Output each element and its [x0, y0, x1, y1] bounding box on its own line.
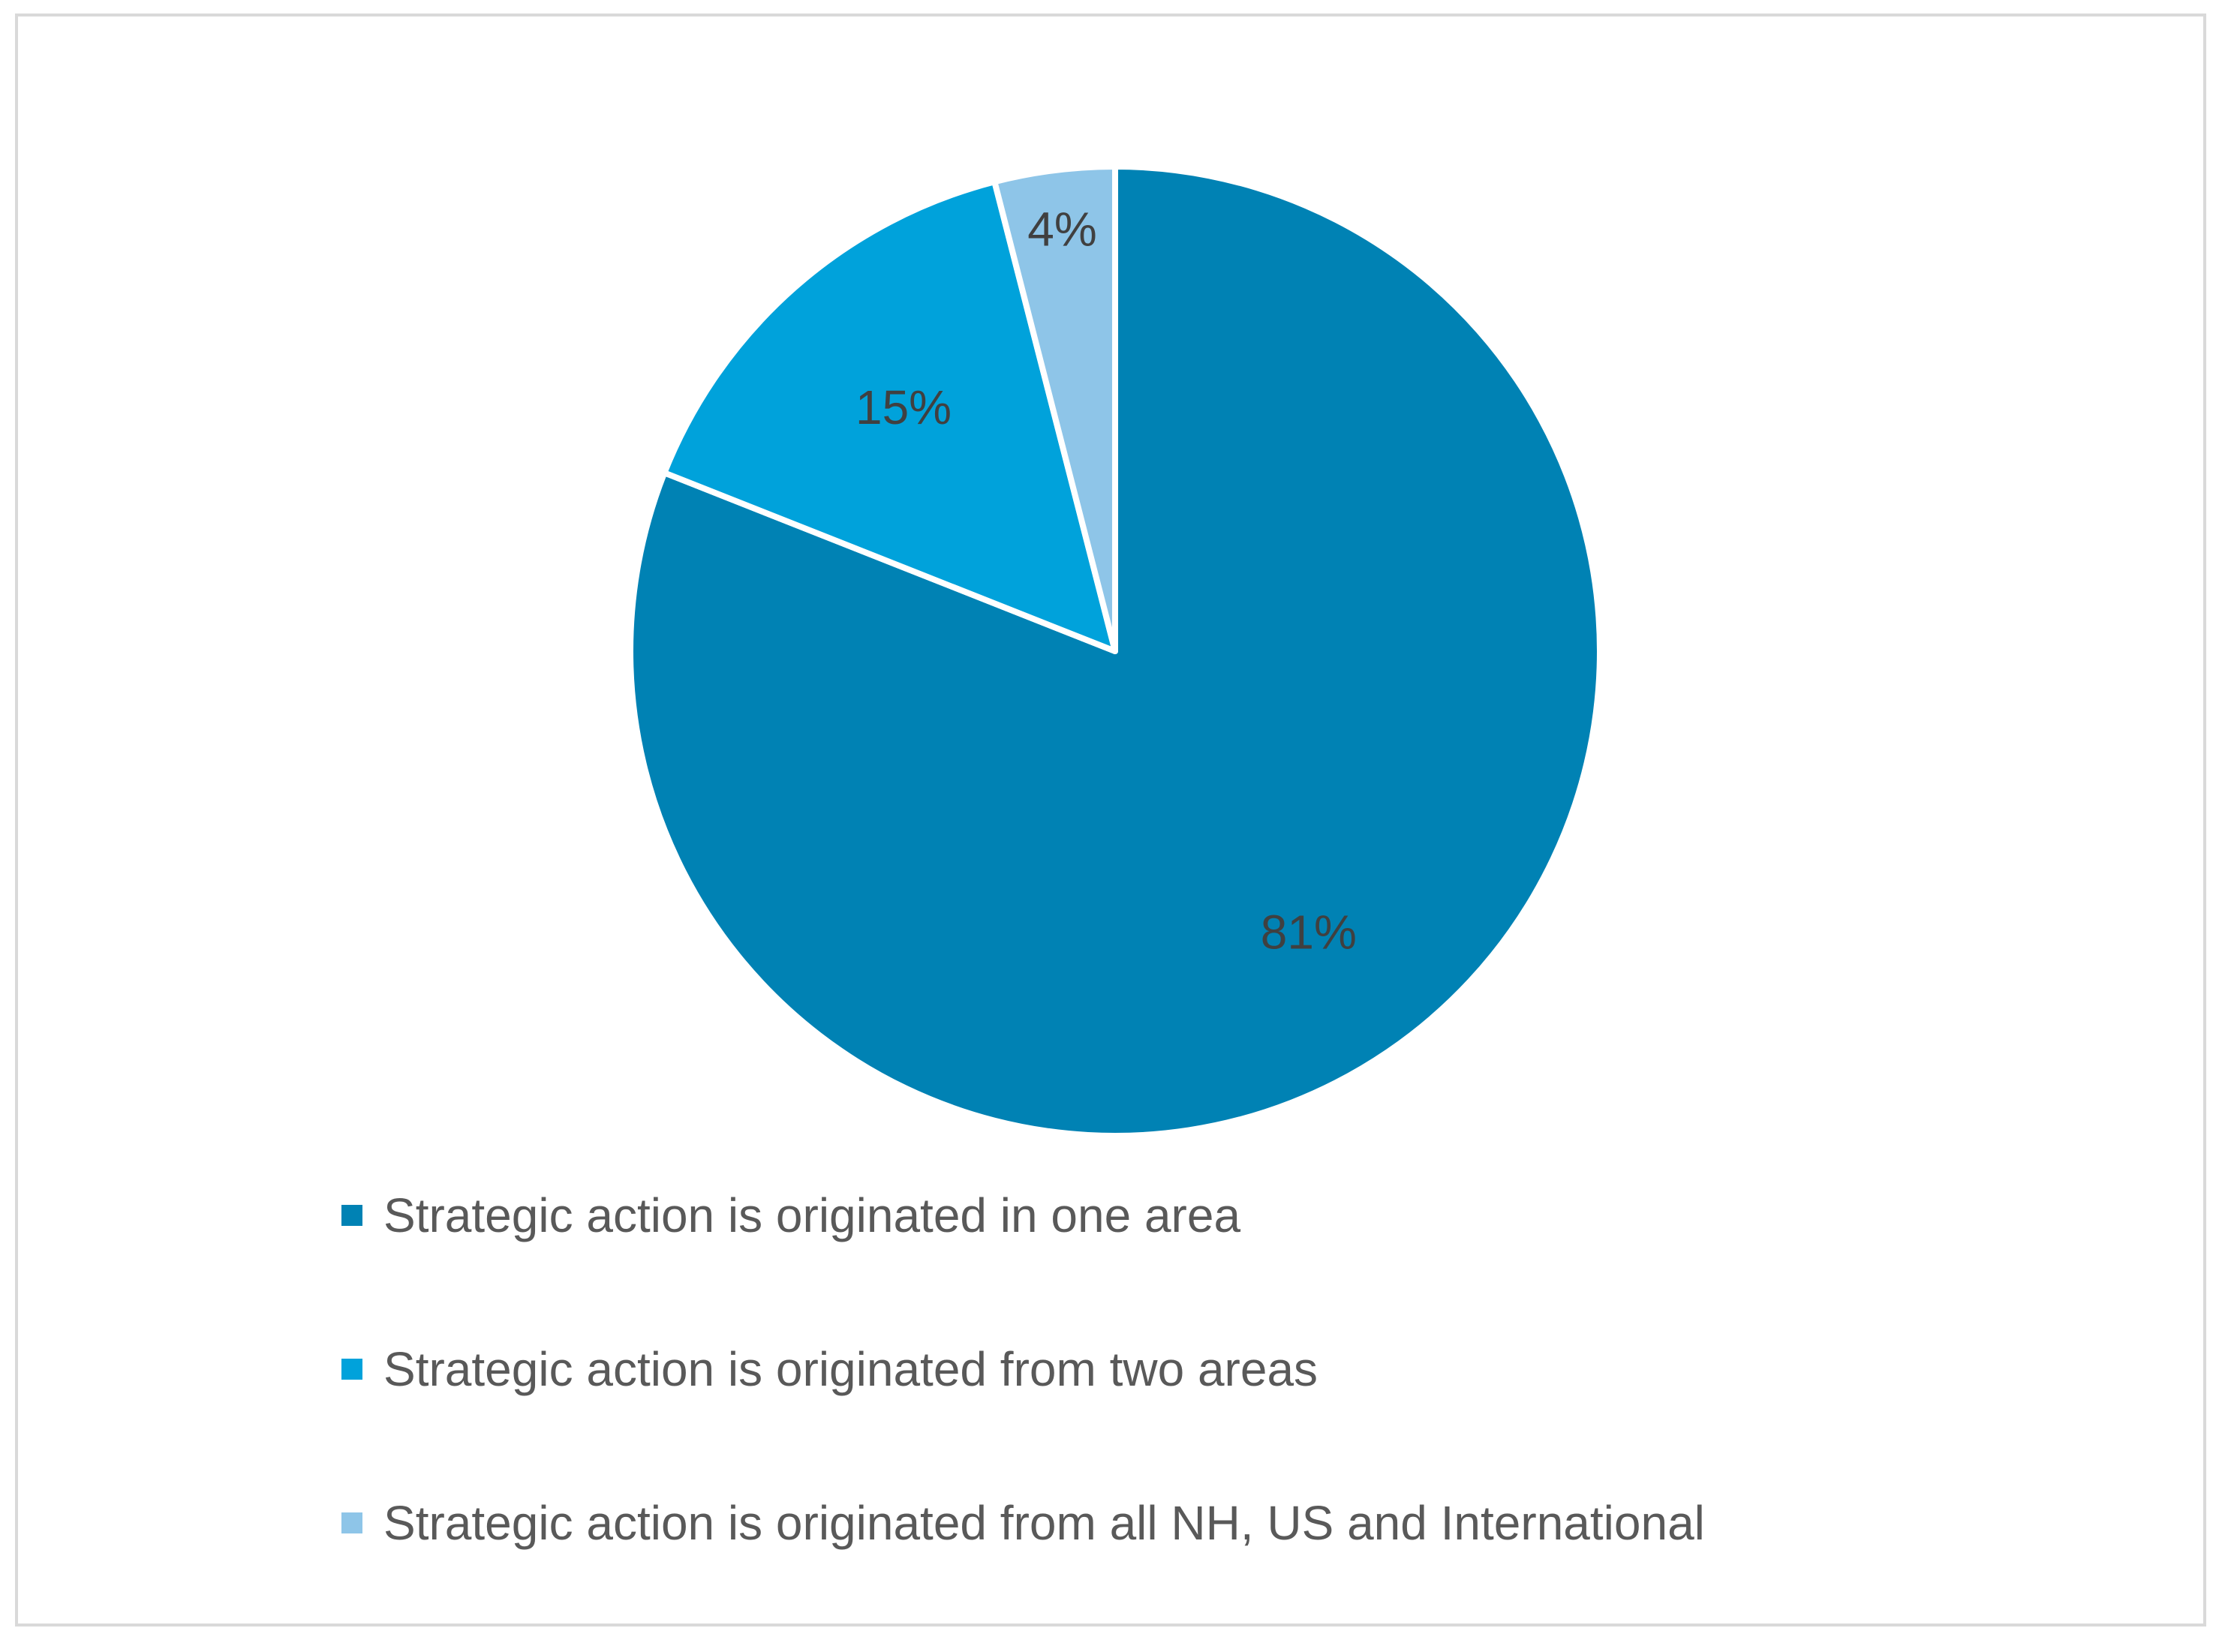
pie-slice-all-regions [991, 164, 1118, 654]
legend-item-all-regions: Strategic action is originated from all … [341, 1485, 1705, 1560]
data-label-one-area: 81% [1261, 905, 1357, 959]
legend-label-two-areas: Strategic action is originated from two … [383, 1342, 1318, 1396]
legend-item-one-area: Strategic action is originated in one ar… [341, 1178, 1705, 1253]
legend-swatch-two-areas [341, 1359, 362, 1380]
data-label-all-regions: 4% [1027, 202, 1097, 256]
pie-data-labels: 81% 15% 4% [855, 202, 1357, 959]
legend-swatch-one-area [341, 1205, 362, 1226]
legend-item-two-areas: Strategic action is originated from two … [341, 1332, 1705, 1407]
pie-slice-two-areas [661, 179, 1118, 654]
legend-swatch-all-regions [341, 1512, 362, 1533]
legend-label-one-area: Strategic action is originated in one ar… [383, 1188, 1241, 1242]
pie-slices [627, 164, 1603, 1139]
legend: Strategic action is originated in one ar… [341, 1178, 1705, 1639]
data-label-two-areas: 15% [855, 380, 952, 434]
legend-label-all-regions: Strategic action is originated from all … [383, 1496, 1705, 1550]
